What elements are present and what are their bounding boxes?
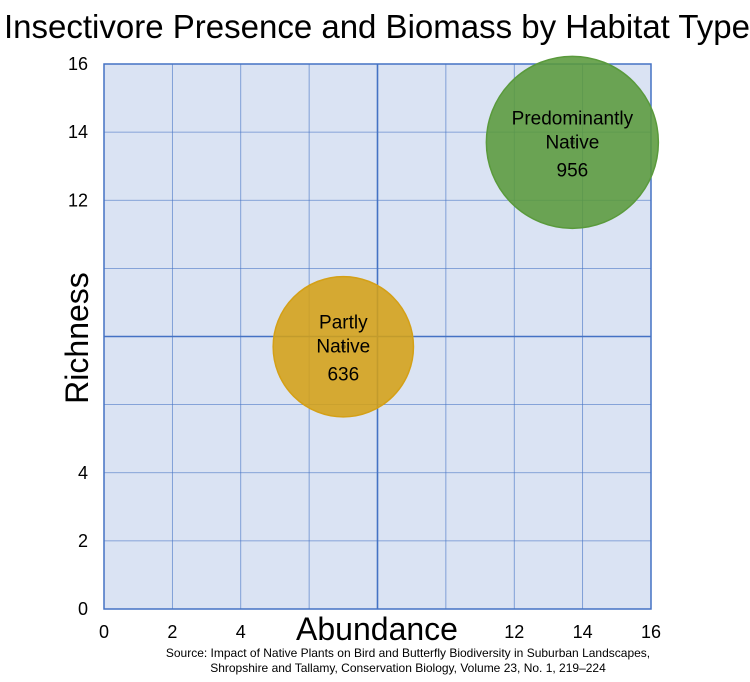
x-tick-label: 14 [573, 622, 593, 642]
bubble-category-label: Partly [319, 313, 368, 334]
bubble-value-label: 636 [327, 365, 359, 386]
x-tick-label: 4 [236, 622, 246, 642]
y-tick-label: 2 [78, 531, 88, 551]
bubble [485, 55, 660, 230]
bubble-category-label: Native [316, 337, 370, 358]
bubble-category-label: Native [545, 132, 599, 153]
y-tick-label: 16 [68, 54, 88, 74]
bubble-center-marker [340, 344, 346, 350]
bubbles: Partly Native 636 Predominantly Native 956 [272, 55, 660, 418]
chart-title: Insectivore Presence and Biomass by Habi… [4, 8, 750, 45]
y-tick-label: 4 [78, 463, 88, 483]
bubble-category-label: Predominantly [512, 108, 634, 129]
bubble-group: Predominantly Native 956 [485, 55, 660, 230]
bubble-group: Partly Native 636 [272, 275, 415, 418]
source-line-2: Shropshire and Tallamy, Conservation Bio… [210, 661, 606, 675]
y-tick-label: 14 [68, 122, 88, 142]
x-axis-label: Abundance [296, 611, 458, 647]
y-tick-label: 0 [78, 599, 88, 619]
x-tick-label: 16 [641, 622, 661, 642]
bubble [272, 275, 415, 418]
bubble-value-label: 956 [557, 160, 589, 181]
y-tick-label: 12 [68, 190, 88, 210]
x-tick-label: 2 [167, 622, 177, 642]
x-tick-label: 0 [99, 622, 109, 642]
tick-labels: 0 2 4 12 14 16 0 2 4 12 14 16 [68, 54, 661, 642]
x-tick-label: 12 [504, 622, 524, 642]
source-line-1: Source: Impact of Native Plants on Bird … [166, 646, 650, 660]
bubble-center-marker [569, 139, 575, 145]
y-axis-label: Richness [59, 272, 95, 404]
